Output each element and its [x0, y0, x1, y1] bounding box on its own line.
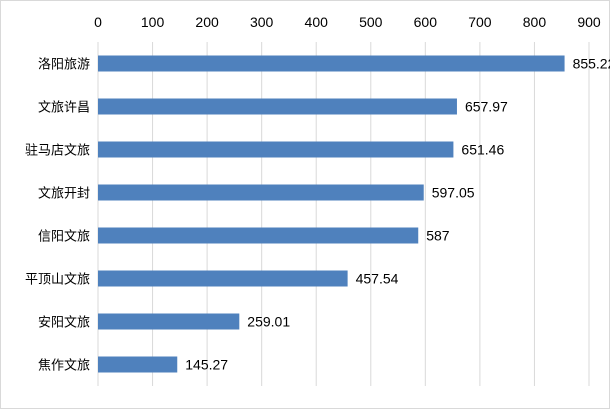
bar — [98, 270, 348, 287]
category-label: 焦作文旅 — [38, 359, 90, 374]
x-tick-label: 600 — [414, 14, 438, 30]
data-label: 597.05 — [432, 185, 475, 201]
data-label: 145.27 — [185, 357, 228, 373]
category-label: 文旅许昌 — [38, 101, 90, 116]
category-label: 平顶山文旅 — [25, 273, 90, 288]
bars — [98, 55, 565, 373]
x-tick-label: 500 — [359, 14, 383, 30]
category-label: 信阳文旅 — [38, 230, 90, 245]
bar — [98, 98, 457, 115]
bar — [98, 55, 565, 72]
x-tick-label: 700 — [468, 14, 492, 30]
data-label: 855.22 — [573, 56, 610, 72]
category-label: 安阳文旅 — [38, 316, 90, 331]
bar — [98, 313, 240, 330]
x-tick-label: 200 — [195, 14, 219, 30]
bar — [98, 184, 424, 201]
data-label: 657.97 — [465, 99, 508, 115]
category-label: 驻马店文旅 — [25, 144, 90, 159]
x-axis-ticks: 0 100 200 300 400 500 600 700 800 900 — [94, 14, 601, 30]
bar — [98, 356, 178, 373]
data-label: 259.01 — [247, 314, 290, 330]
x-tick-label: 300 — [250, 14, 274, 30]
gridlines — [97, 42, 590, 386]
x-tick-label: 900 — [577, 14, 601, 30]
category-label: 文旅开封 — [38, 187, 90, 202]
bar — [98, 141, 454, 158]
x-tick-label: 100 — [141, 14, 165, 30]
data-labels: 855.22 657.97 651.46 597.05 587 457.54 259.01 1… — [185, 56, 610, 373]
bar — [98, 227, 419, 244]
data-label: 457.54 — [356, 271, 399, 287]
x-tick-label: 400 — [305, 14, 329, 30]
x-tick-label: 800 — [523, 14, 547, 30]
data-label: 651.46 — [461, 142, 504, 158]
data-label: 587 — [426, 228, 450, 244]
x-tick-label: 0 — [94, 14, 102, 30]
category-label: 洛阳旅游 — [38, 58, 90, 73]
